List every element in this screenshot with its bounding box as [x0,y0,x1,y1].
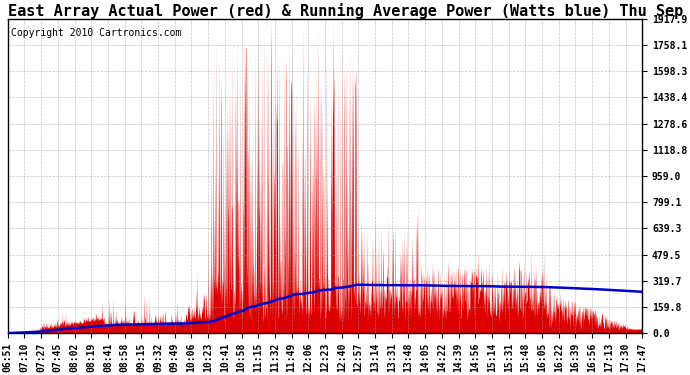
Text: Copyright 2010 Cartronics.com: Copyright 2010 Cartronics.com [11,28,181,38]
Text: East Array Actual Power (red) & Running Average Power (Watts blue) Thu Sep 16 18: East Array Actual Power (red) & Running … [8,3,690,19]
